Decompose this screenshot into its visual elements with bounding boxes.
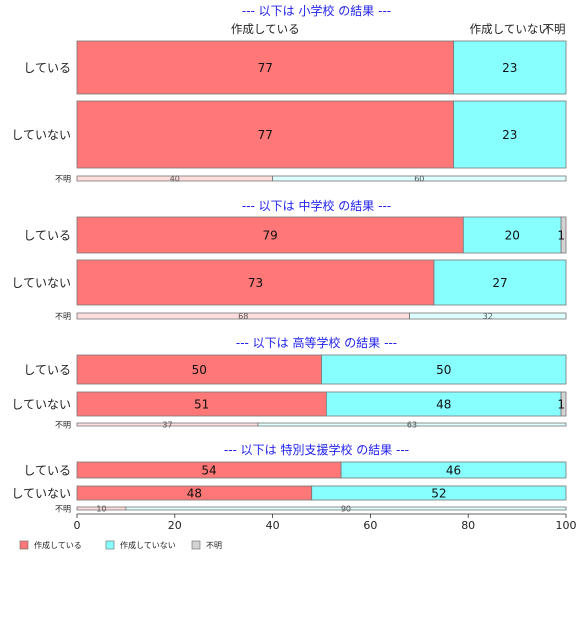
bar-segment [340,461,567,479]
row-label: している [23,363,71,377]
x-tick-label: 20 [168,519,182,532]
bar-segment [433,259,567,306]
row-label: 不明 [55,312,71,321]
x-tick-label: 80 [461,519,475,532]
bar-segment [409,312,567,320]
data-label: 40 [170,175,180,184]
row-label: していない [11,276,71,290]
bar-segment [453,100,567,169]
legend-swatch [105,540,115,550]
data-label: 48 [187,487,202,501]
legend-swatch [191,540,201,550]
bar-segment [76,259,435,306]
data-label: 77 [258,61,273,75]
bar-segment [311,485,567,501]
data-label: 1 [557,229,565,243]
data-label: 77 [258,128,273,142]
data-label: 23 [502,128,517,142]
bar-segment [453,40,567,95]
column-header-label: 不明 [543,22,566,36]
row-label: している [23,61,71,75]
row-label: している [23,464,71,478]
data-label: 63 [407,421,417,430]
row-label: 不明 [55,175,71,184]
bar-segment [76,354,322,385]
column-header-label: 作成している [231,22,300,36]
bar-segment [560,216,567,254]
data-label: 10 [96,505,106,514]
bar-segment [560,391,567,417]
bar-segment [125,506,567,511]
data-label: 1 [557,398,565,412]
row-label: している [23,229,71,243]
row-label: 不明 [55,505,71,514]
bar-segment [321,354,567,385]
data-label: 48 [436,398,451,412]
legend-label: 作成していない [120,540,176,550]
data-label: 68 [238,312,248,321]
data-label: 20 [505,229,520,243]
legend-swatch [19,540,29,550]
bar-segment [257,422,567,427]
row-label: していない [11,128,71,142]
panel-title: --- 以下は 中学校 の結果 --- [242,198,391,213]
bar-segment [325,391,562,417]
data-label: 50 [192,363,207,377]
x-tick-label: 60 [363,519,377,532]
data-label: 79 [263,229,278,243]
panel-title: --- 以下は 高等学校 の結果 --- [236,335,397,350]
x-tick-label: 40 [266,519,280,532]
row-label: 不明 [55,421,71,430]
bar-segment [272,175,567,182]
row-label: していない [11,398,71,412]
panel-title: --- 以下は 特別支援学校 の結果 --- [224,442,409,457]
bar-segment [76,100,454,169]
legend-label: 作成している [34,540,82,550]
data-label: 37 [162,421,172,430]
x-tick-label: 0 [74,519,81,532]
legend-label: 不明 [206,541,222,550]
data-label: 27 [492,276,507,290]
data-label: 54 [201,464,216,478]
bar-segment [462,216,562,254]
bar-segment [76,40,454,95]
bar-segment [76,216,464,254]
data-label: 60 [414,175,424,184]
data-label: 90 [341,505,351,514]
data-label: 52 [431,487,446,501]
data-label: 50 [436,363,451,377]
column-header-label: 作成していない [470,22,550,36]
data-label: 73 [248,276,263,290]
data-label: 51 [194,398,209,412]
row-label: していない [11,487,71,501]
data-label: 23 [502,61,517,75]
x-tick-label: 100 [556,519,577,532]
bar-segment [76,391,327,417]
panel-title: --- 以下は 小学校 の結果 --- [242,3,391,18]
data-label: 32 [483,312,493,321]
data-label: 46 [446,464,461,478]
